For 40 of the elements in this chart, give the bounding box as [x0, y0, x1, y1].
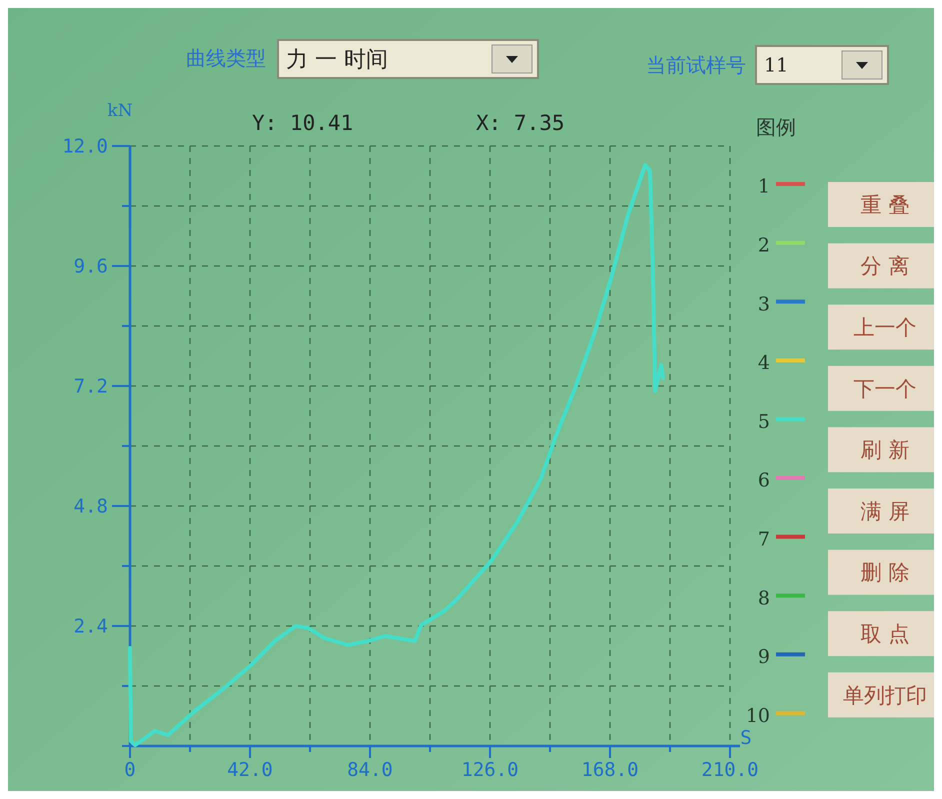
legend-label: 4 — [758, 352, 770, 374]
text: 取 点 — [860, 622, 910, 646]
legend-label: 10 — [746, 704, 770, 727]
y-axis-title: kN — [107, 101, 133, 121]
legend-label: 6 — [758, 470, 770, 492]
y-tick-label: 4.8 — [74, 496, 108, 518]
text: 11 — [764, 54, 788, 77]
x-tick-label: 126.0 — [461, 759, 519, 781]
x-axis-title: S — [740, 727, 752, 749]
legend-label: 7 — [758, 528, 770, 550]
y-tick-label: 7.2 — [74, 376, 108, 398]
text: 当前试样号 — [646, 53, 746, 77]
y-tick-label: 12.0 — [62, 136, 108, 158]
text: 上一个 — [854, 315, 916, 340]
legend-label: 5 — [758, 410, 770, 433]
legend-label: 1 — [758, 176, 770, 198]
text: 力 一 时间 — [286, 48, 388, 73]
x-tick-label: 84.0 — [347, 759, 393, 781]
text: 刷 新 — [860, 438, 910, 462]
x-tick-label: 210.0 — [701, 759, 759, 781]
legend-label: 9 — [758, 646, 770, 668]
text: 删 除 — [860, 560, 910, 585]
legend-label: 3 — [758, 293, 770, 316]
text: 重 叠 — [860, 192, 910, 217]
x-tick-label: 0 — [124, 759, 136, 781]
y-tick-label: 9.6 — [74, 256, 108, 278]
text: 下一个 — [854, 376, 916, 401]
text: Y: 10.41 — [252, 111, 354, 135]
legend-title: 图例 — [756, 115, 796, 139]
text: 满 屏 — [860, 499, 910, 524]
text: X: 7.35 — [476, 111, 565, 135]
legend-label: 2 — [758, 234, 770, 256]
x-tick-label: 168.0 — [581, 759, 639, 781]
legend-label: 8 — [758, 587, 770, 610]
x-tick-label: 42.0 — [227, 759, 273, 781]
y-tick-label: 2.4 — [74, 616, 108, 638]
text: 分 离 — [860, 254, 910, 278]
text: 曲线类型 — [186, 46, 266, 70]
line-series — [128, 163, 666, 747]
text: 单列打印 — [843, 683, 927, 708]
